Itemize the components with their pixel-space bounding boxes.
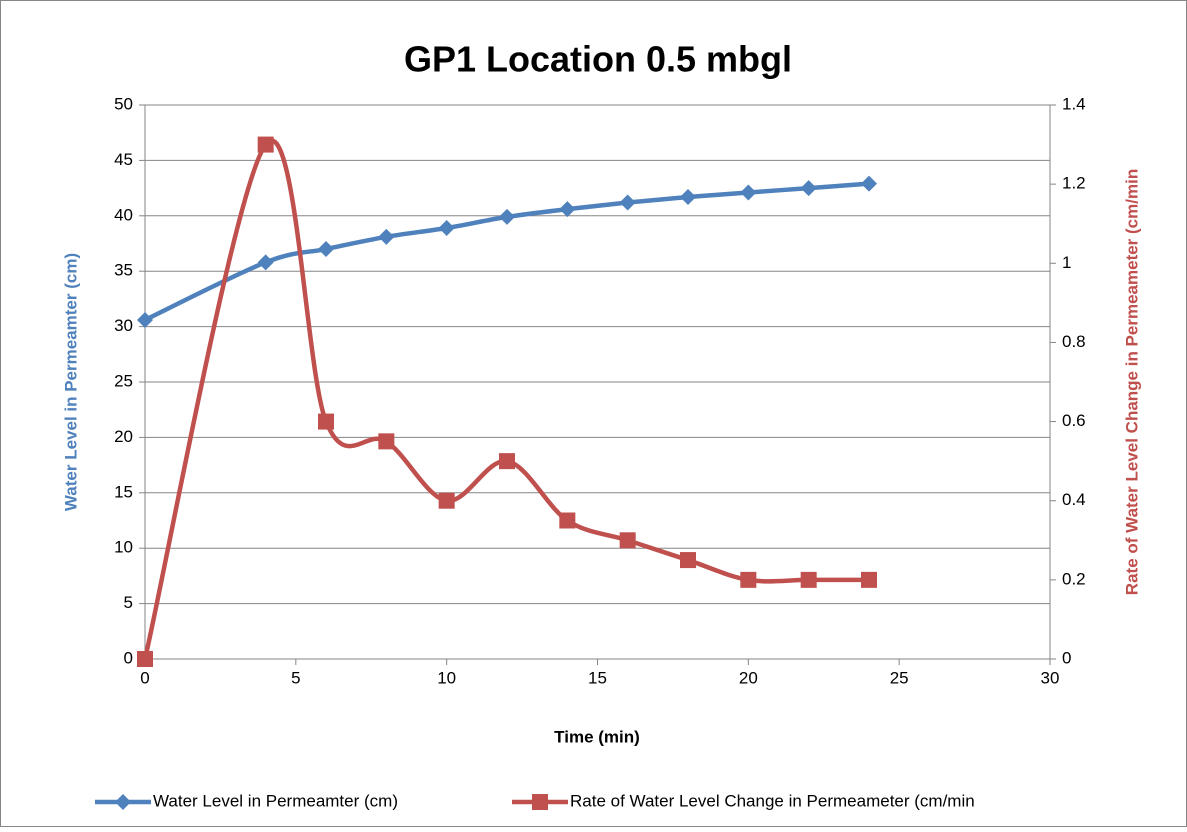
- y-tick-label: 40: [114, 205, 133, 224]
- x-tick-label: 30: [1041, 668, 1060, 687]
- legend-marker: [532, 794, 548, 810]
- y2-axis-label: Rate of Water Level Change in Permeamete…: [1122, 169, 1141, 595]
- marker: [378, 433, 395, 450]
- marker: [438, 219, 455, 236]
- marker: [619, 532, 636, 549]
- marker: [680, 188, 696, 205]
- y-tick-label: 20: [114, 427, 133, 446]
- marker: [137, 311, 153, 328]
- chart-title: GP1 Location 0.5 mbgl: [404, 39, 792, 80]
- marker: [861, 571, 877, 588]
- y-tick-label: 45: [114, 150, 133, 169]
- y2-tick-label: 1.4: [1062, 94, 1086, 113]
- marker: [800, 180, 817, 197]
- marker: [800, 571, 817, 588]
- y2-tick-label: 0.2: [1062, 569, 1086, 588]
- y-axis-label: Water Level in Permeamter (cm): [61, 253, 80, 511]
- marker: [318, 241, 334, 258]
- marker: [740, 184, 757, 201]
- y-tick-label: 0: [124, 648, 133, 667]
- marker: [378, 228, 395, 245]
- y-tick-label: 30: [114, 316, 133, 335]
- marker: [559, 512, 576, 529]
- marker: [499, 453, 515, 470]
- x-tick-label: 10: [437, 668, 456, 687]
- y2-tick-label: 1: [1062, 253, 1071, 272]
- y-tick-label: 50: [114, 94, 133, 113]
- marker: [559, 201, 576, 218]
- y2-tick-label: 1.2: [1062, 174, 1086, 193]
- marker: [740, 571, 757, 588]
- marker: [318, 413, 334, 430]
- marker: [619, 194, 636, 211]
- x-tick-label: 0: [140, 668, 149, 687]
- marker: [137, 651, 153, 667]
- y-tick-label: 25: [114, 371, 133, 390]
- x-tick-label: 5: [291, 668, 300, 687]
- y-tick-label: 10: [114, 538, 133, 557]
- y-tick-label: 35: [114, 261, 133, 280]
- legend-marker: [115, 794, 131, 810]
- y2-tick-label: 0.8: [1062, 332, 1086, 351]
- y2-tick-label: 0: [1062, 648, 1071, 667]
- marker: [257, 136, 274, 153]
- x-axis-label: Time (min): [554, 727, 640, 746]
- marker: [499, 208, 515, 225]
- marker: [257, 254, 274, 271]
- x-tick-label: 25: [890, 668, 909, 687]
- legend-label: Water Level in Permeamter (cm): [153, 791, 398, 810]
- y-tick-label: 15: [114, 482, 133, 501]
- y2-tick-label: 0.6: [1062, 411, 1086, 430]
- marker: [438, 492, 455, 509]
- x-tick-label: 15: [588, 668, 607, 687]
- marker: [861, 175, 877, 192]
- marker: [680, 552, 696, 569]
- y-tick-label: 5: [124, 593, 133, 612]
- legend-label: Rate of Water Level Change in Permeamete…: [570, 791, 975, 810]
- x-tick-label: 20: [739, 668, 758, 687]
- y2-tick-label: 0.4: [1062, 490, 1086, 509]
